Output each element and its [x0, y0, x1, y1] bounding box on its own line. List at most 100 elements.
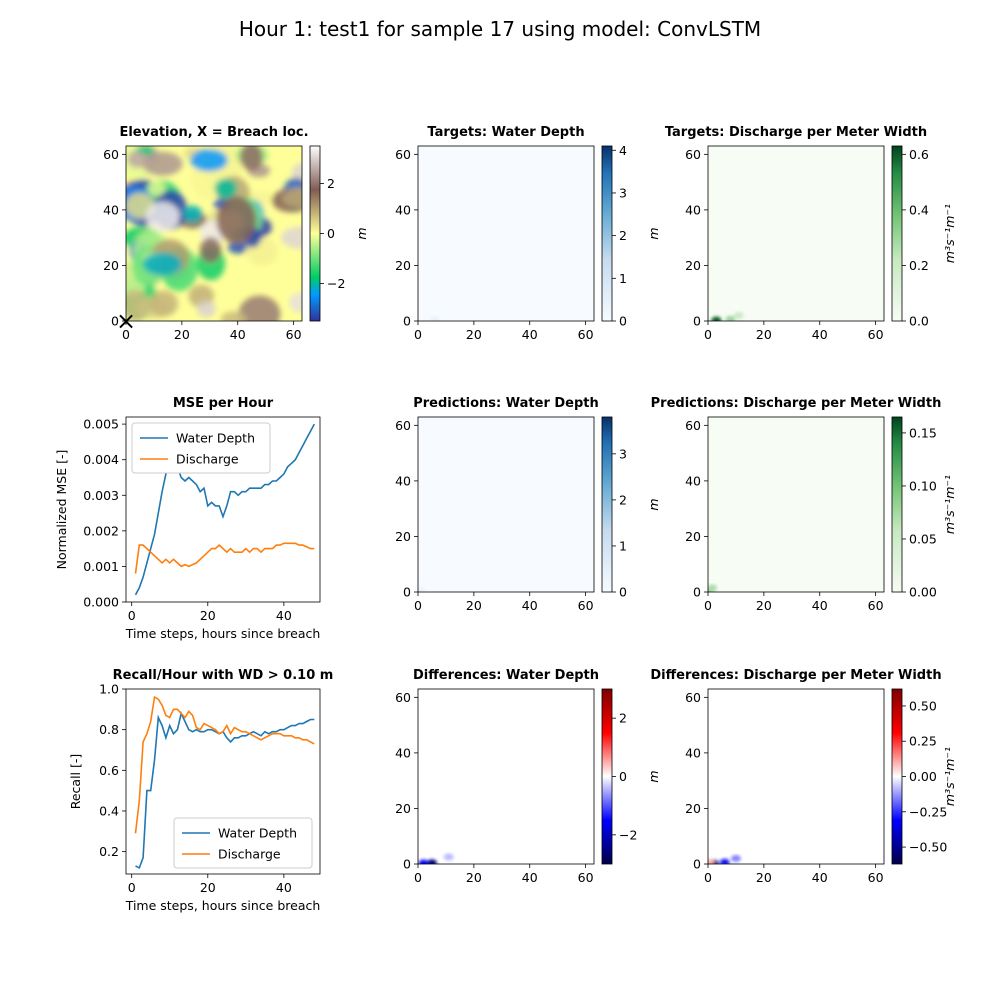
diff-wd-xtick-label: 0 — [414, 870, 422, 885]
target-q-background — [708, 146, 884, 321]
elevation-frame — [125, 145, 303, 322]
diff-wd-colorbar-tick-label: 2 — [619, 711, 627, 726]
target-q-ytick-label: 40 — [685, 202, 701, 217]
target-q-colorbar-tick-label: 0.2 — [909, 258, 929, 273]
pred-q-panel: Predictions: Discharge per Meter Width00… — [651, 396, 957, 613]
diff-wd-ytick-label: 0 — [403, 857, 411, 872]
pred-q-ytick-label: 60 — [685, 418, 701, 433]
elevation-cell — [239, 146, 263, 171]
mse-series-discharge — [134, 542, 315, 574]
diff-wd-ytick-label: 60 — [395, 690, 411, 705]
recall-xtick-label: 40 — [276, 880, 292, 895]
target-q-colorbar-label: m³s⁻¹m⁻¹ — [942, 204, 957, 263]
target-wd-ytick-label: 20 — [395, 258, 411, 273]
pred-wd-ytick-label: 40 — [395, 473, 411, 488]
pred-q-ytick-label: 20 — [685, 529, 701, 544]
diff-wd-cell — [443, 853, 454, 861]
diff-q-frame — [707, 688, 885, 865]
pred-wd-cell — [418, 587, 426, 592]
target-q-ytick-label: 20 — [685, 258, 701, 273]
pred-wd-title: Predictions: Water Depth — [413, 396, 599, 411]
elevation-cell — [190, 149, 228, 172]
diff-wd-ytick-label: 20 — [395, 801, 411, 816]
target-wd-colorbar-tick-label: 2 — [619, 228, 627, 243]
elevation-cell — [227, 241, 249, 254]
target-q-ytick-label: 60 — [685, 147, 701, 162]
elevation-title: Elevation, X = Breach loc. — [119, 125, 308, 140]
pred-wd-ytick-label: 20 — [395, 529, 411, 544]
diff-wd-frame — [417, 688, 595, 865]
pred-q-colorbar-frame — [891, 416, 903, 593]
target-wd-xtick-label: 60 — [578, 327, 594, 342]
recall-xtick-label: 20 — [200, 880, 216, 895]
diff-wd-colorbar-label: m — [646, 770, 661, 782]
mse-title: MSE per Hour — [173, 396, 274, 411]
elevation-cell — [145, 201, 180, 232]
diff-q-field — [708, 854, 741, 864]
target-wd-colorbar-tick-label: 3 — [619, 185, 627, 200]
mse-legend — [131, 422, 271, 474]
diff-wd-background — [418, 689, 594, 864]
recall-xtick-label: 0 — [128, 880, 136, 895]
pred-q-title: Predictions: Discharge per Meter Width — [651, 396, 942, 411]
target-q-field — [711, 311, 744, 321]
target-wd-ytick-label: 0 — [403, 314, 411, 329]
target-q-frame — [707, 145, 885, 322]
mse-ytick-label: 0.000 — [83, 595, 119, 610]
mse-series-water-depth — [134, 423, 316, 596]
recall-series-discharge — [134, 695, 315, 834]
elevation-colorbar-tick-label: 0 — [327, 226, 335, 241]
recall-frame — [125, 688, 321, 875]
target-wd-colorbar-frame — [601, 145, 613, 322]
mse-ytick-label: 0.002 — [83, 523, 119, 538]
elevation-colorbar-label: m — [354, 227, 369, 239]
pred-q-background — [708, 417, 884, 592]
target-q-xtick-label: 60 — [868, 327, 884, 342]
diff-q-colorbar-tick-label: 0.00 — [909, 769, 937, 784]
figure-title: Hour 1: test1 for sample 17 using model:… — [239, 17, 761, 41]
diff-q-cell — [719, 858, 730, 864]
pred-wd-colorbar-tick-label: 1 — [619, 538, 627, 553]
pred-wd-ytick-label: 0 — [403, 585, 411, 600]
mse-xtick-label: 40 — [276, 608, 292, 623]
target-q-cell — [733, 311, 744, 319]
recall-panel: Recall/Hour with WD > 0.10 m 0 20 40 0.2 0.4 0… — [68, 668, 333, 913]
diff-q-ytick-label: 0 — [693, 857, 701, 872]
elevation-xtick-label: 0 — [122, 327, 130, 342]
recall-series-water-depth — [135, 710, 315, 870]
elevation-xtick-label: 40 — [230, 327, 246, 342]
elevation-cell — [216, 196, 257, 244]
elevation-ytick-label: 20 — [103, 258, 119, 273]
elevation-cell — [147, 180, 166, 197]
diff-q-cell — [730, 854, 741, 862]
mse-legend-label: Discharge — [176, 452, 239, 467]
recall-ylabel: Recall [-] — [68, 754, 83, 810]
diff-wd-cell — [418, 859, 429, 864]
elevation-ytick-label: 60 — [103, 147, 119, 162]
pred-wd-panel: Predictions: Water Depth0020204040606032… — [395, 396, 661, 613]
target-wd-background — [418, 146, 594, 321]
mse-legend-label: Water Depth — [176, 431, 255, 446]
diff-q-ytick-label: 60 — [685, 690, 701, 705]
diff-wd-colorbar-tick-label: 0 — [619, 769, 627, 784]
diff-q-title: Differences: Discharge per Meter Width — [650, 668, 941, 683]
elevation-cell — [199, 237, 222, 263]
target-wd-field — [429, 316, 440, 321]
diff-wd-colorbar-tick-label: −2 — [619, 827, 637, 842]
diff-wd-xtick-label: 60 — [578, 870, 594, 885]
target-wd-xtick-label: 40 — [522, 327, 538, 342]
diff-q-colorbar-label: m³s⁻¹m⁻¹ — [942, 747, 957, 806]
diff-q-ytick-label: 40 — [685, 745, 701, 760]
target-q-panel: Targets: Discharge per Meter Width 00 20 20… — [665, 125, 957, 342]
pred-q-colorbar — [892, 417, 902, 592]
target-wd-colorbar-tick-label: 1 — [619, 271, 627, 286]
diff-wd-cell — [426, 859, 437, 864]
elevation-field — [126, 146, 302, 321]
diff-q-xtick-label: 0 — [704, 870, 712, 885]
pred-q-ytick-label: 0 — [693, 585, 701, 600]
elevation-cell — [126, 289, 149, 321]
mse-ytick-label: 0.005 — [83, 417, 119, 432]
pred-wd-frame — [417, 416, 595, 593]
pred-wd-xtick-label: 40 — [522, 598, 538, 613]
mse-ytick-label: 0.001 — [83, 559, 119, 574]
